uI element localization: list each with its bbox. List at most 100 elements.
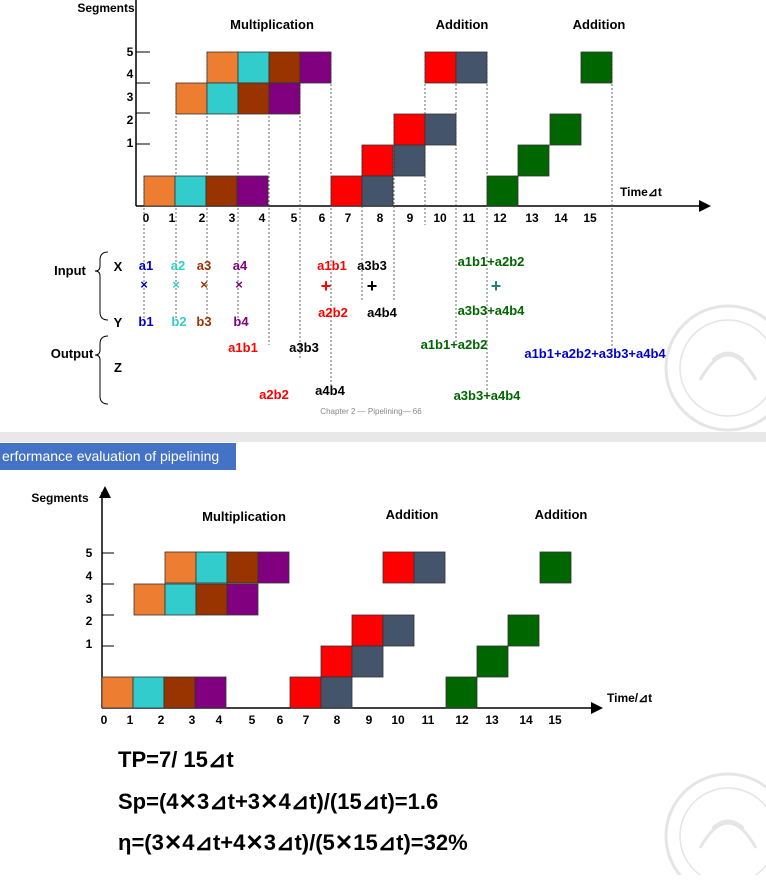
operator-times: × — [235, 277, 243, 292]
y-input-b4: b4 — [233, 314, 249, 329]
output-a1b1: a1b1 — [228, 340, 258, 355]
block-row4-purple — [268, 82, 301, 115]
block-row1-brown — [163, 676, 196, 709]
block-row1-slate — [361, 175, 394, 207]
block-row1-red — [289, 676, 322, 709]
block-row3-red — [393, 113, 426, 146]
x-label: X — [114, 259, 123, 274]
output-final-sum: a1b1+a2b2+a3b3+a4b4 — [524, 346, 666, 361]
y-tick-3: 3 — [86, 592, 93, 606]
section-label-multiplication: Multiplication — [202, 509, 286, 524]
z-label: Z — [114, 360, 122, 375]
x-tick: 14 — [554, 211, 568, 225]
block-row1-orange — [143, 175, 176, 207]
slide-top: Segments Time⊿t Multiplication Addition … — [0, 0, 766, 432]
slide-separator — [0, 432, 766, 442]
y-ticks: 5 4 3 2 1 — [127, 45, 150, 150]
x-input-a4: a4 — [233, 258, 248, 273]
x-tick: 8 — [377, 211, 384, 225]
block-row5-red — [424, 51, 457, 84]
block-row3-slate — [424, 113, 457, 146]
block-row3-red — [351, 614, 384, 647]
y-tick-2: 2 — [127, 113, 134, 127]
x-tick: 15 — [583, 211, 597, 225]
output-a1b1-a2b2: a1b1+a2b2 — [421, 337, 488, 352]
x-tick: 5 — [249, 713, 256, 727]
block-row2-green — [476, 645, 509, 678]
block-row4-orange — [175, 82, 208, 115]
x-tick: 7 — [345, 211, 352, 225]
footer-caption: Chapter 2 — Pipelining— 66 — [320, 407, 422, 416]
x-tick: 6 — [319, 211, 326, 225]
university-seal-watermark — [664, 772, 766, 880]
block-row4-brown — [195, 583, 228, 616]
y-tick-3: 3 — [127, 90, 134, 104]
y-input-b2: b2 — [171, 314, 186, 329]
x-tick: 6 — [277, 713, 284, 727]
block-row2-slate — [393, 144, 426, 177]
block-row4-cyan — [206, 82, 239, 115]
pipeline-diagram-bottom: Segments Time/⊿t Multiplication Addition… — [31, 486, 766, 880]
y-axis-title: Segments — [77, 1, 135, 15]
y-tick-1: 1 — [86, 637, 93, 651]
x-input-a1b1-a2b2: a1b1+a2b2 — [458, 254, 525, 269]
x-tick: 11 — [463, 211, 476, 225]
section-label-addition-1: Addition — [386, 507, 439, 522]
operators: × × × × + + + — [140, 276, 501, 296]
x-tick-labels: 0 1 2 3 4 5 6 7 8 9 10 11 12 13 14 15 — [101, 713, 562, 727]
block-row3-slate — [382, 614, 415, 647]
block-row2-green — [517, 144, 550, 177]
section-label-addition-1: Addition — [436, 17, 489, 32]
x-tick: 14 — [519, 713, 533, 727]
block-row5-green — [580, 51, 613, 84]
x-input-a3: a3 — [197, 258, 211, 273]
x-tick: 0 — [143, 211, 150, 225]
section-label-addition-2: Addition — [535, 507, 588, 522]
block-row5-slate — [413, 551, 446, 584]
blocks-bottom — [101, 551, 572, 709]
y-inputs: b1 b2 b3 b4 a2b2 a4b4 a3b3+a4b4 — [138, 303, 525, 329]
y-tick-2: 2 — [86, 614, 93, 628]
operator-times: × — [172, 277, 180, 292]
x-tick: 13 — [525, 211, 539, 225]
section-label-addition-2: Addition — [573, 17, 626, 32]
section-header-bar: erformance evaluation of pipelining — [0, 443, 236, 470]
input-label: Input — [54, 263, 86, 278]
block-row3-green — [507, 614, 540, 647]
pipeline-diagram-top: Segments Time⊿t Multiplication Addition … — [51, 0, 766, 432]
block-row1-brown — [205, 175, 238, 207]
output-a2b2: a2b2 — [259, 387, 289, 402]
x-input-a1b1: a1b1 — [317, 258, 347, 273]
section-label-multiplication: Multiplication — [230, 17, 314, 32]
y-input-a3b3-a4b4: a3b3+a4b4 — [458, 303, 526, 318]
block-row3-green — [549, 113, 582, 146]
operator-plus: + — [367, 276, 378, 296]
block-row1-green — [486, 175, 519, 207]
y-tick-5: 5 — [127, 45, 134, 59]
x-tick: 5 — [291, 211, 298, 225]
block-row1-purple — [194, 676, 227, 709]
x-tick: 4 — [259, 211, 266, 225]
x-tick: 4 — [216, 713, 223, 727]
block-row4-brown — [237, 82, 270, 115]
x-tick: 15 — [548, 713, 562, 727]
output-a3b3-a4b4: a3b3+a4b4 — [454, 388, 522, 403]
operator-plus: + — [491, 276, 502, 296]
y-tick-4: 4 — [86, 569, 93, 583]
block-row5-purple — [299, 51, 332, 84]
y-tick-1: 1 — [127, 136, 134, 150]
output-label: Output — [51, 346, 94, 361]
operator-times: × — [140, 277, 148, 292]
block-row1-cyan — [174, 175, 207, 207]
block-row5-green — [539, 551, 572, 584]
y-label: Y — [114, 315, 123, 330]
block-row1-purple — [236, 175, 269, 207]
block-row4-orange — [133, 583, 166, 616]
university-seal-watermark — [664, 304, 766, 432]
y-tick-5: 5 — [86, 546, 93, 560]
output-a3b3: a3b3 — [289, 340, 319, 355]
x-tick: 2 — [199, 211, 206, 225]
block-row4-cyan — [164, 583, 197, 616]
x-tick: 0 — [101, 713, 108, 727]
